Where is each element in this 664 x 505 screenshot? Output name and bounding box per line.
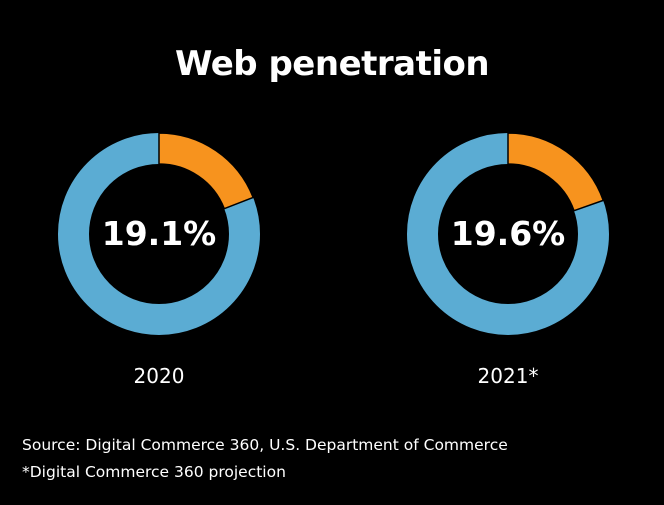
donut-svg-2020: [58, 132, 260, 335]
source-note: Source: Digital Commerce 360, U.S. Depar…: [22, 436, 508, 454]
donut-slice-2020: [158, 132, 255, 210]
donut-value-label-2020: 19.1%: [101, 214, 217, 253]
donut-value-label-2021: 19.6%: [450, 214, 566, 253]
donut-svg-2021: [407, 132, 609, 335]
category-label-2020: 2020: [133, 364, 185, 388]
chart-title: Web penetration: [174, 44, 490, 84]
projection-note: *Digital Commerce 360 projection: [22, 463, 286, 481]
donut-slice-2021: [507, 132, 605, 212]
donut-chart-2020: 19.1%: [57, 132, 261, 336]
category-label-2021: 2021*: [477, 364, 539, 388]
donut-chart-2021: 19.6%: [406, 132, 610, 336]
